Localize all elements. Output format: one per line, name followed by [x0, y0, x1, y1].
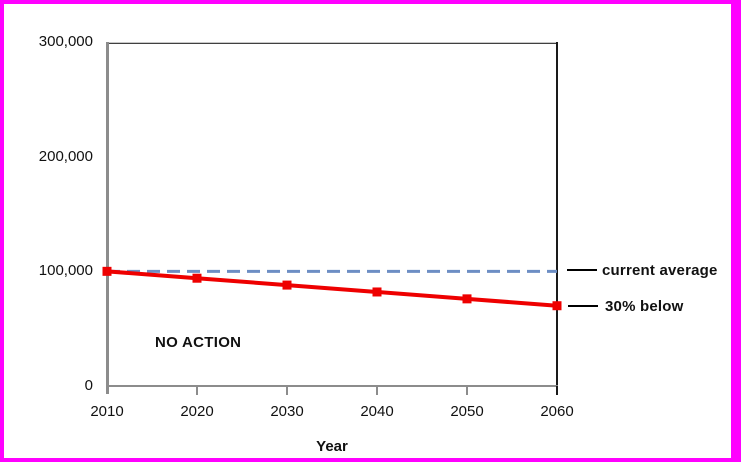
- data-point-marker: [192, 273, 202, 283]
- leader-line-current-average: [567, 269, 597, 271]
- x-tick-label-2010: 2010: [90, 403, 124, 420]
- y-tick-label-100000: 100,000: [38, 262, 93, 279]
- frame-border-right: [731, 0, 741, 462]
- x-tick-label-2050: 2050: [450, 403, 484, 420]
- y-tick-label-0: 0: [84, 377, 93, 394]
- x-tick-label-2040: 2040: [360, 403, 394, 420]
- data-point-marker: [372, 287, 382, 297]
- frame-border-left: [0, 0, 4, 462]
- plot-top-edge: [107, 42, 557, 44]
- plot-area: [102, 266, 562, 311]
- plot-right-edge: [556, 42, 558, 386]
- x-axis-tick-2020: [196, 386, 198, 395]
- x-tick-label-2020: 2020: [180, 403, 214, 420]
- frame-border-bottom: [0, 458, 741, 462]
- data-point-marker: [102, 266, 112, 276]
- data-point-marker: [552, 301, 562, 311]
- leader-line-30-below: [568, 305, 598, 307]
- frame-border-top: [0, 0, 741, 4]
- y-tick-label-300000: 300,000: [38, 33, 93, 50]
- x-tick-label-2030: 2030: [270, 403, 304, 420]
- x-axis-title: Year: [316, 438, 348, 455]
- data-point-marker: [462, 294, 472, 304]
- x-axis-tick-2050: [466, 386, 468, 395]
- x-axis-tick-2060: [556, 386, 558, 395]
- series-label-30-below: 30% below: [605, 298, 684, 315]
- reference-line-label-current-average: current average: [602, 262, 718, 279]
- y-axis-line: [106, 42, 109, 394]
- x-axis-line: [106, 385, 558, 387]
- y-tick-label-200000: 200,000: [38, 148, 93, 165]
- x-tick-label-2060: 2060: [540, 403, 574, 420]
- x-axis-tick-2030: [286, 386, 288, 395]
- series-line-NO-ACTION: [106, 269, 558, 308]
- data-point-marker: [282, 280, 292, 290]
- series-label-no-action: NO ACTION: [155, 334, 242, 351]
- x-axis-tick-2040: [376, 386, 378, 395]
